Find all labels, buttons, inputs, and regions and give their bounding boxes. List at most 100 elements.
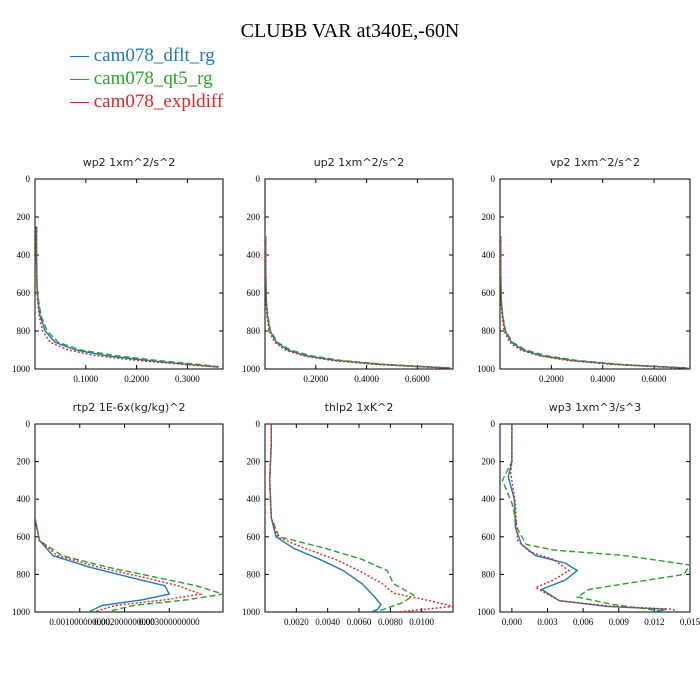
y-tick-label: 400	[17, 494, 31, 504]
legend-entry-expldiff: — cam078_expldiff	[70, 91, 224, 112]
x-tick-label: 0.1000	[73, 374, 98, 384]
series-line-cam078_dflt_rg	[268, 424, 382, 612]
series-line-cam078_qt5_rg	[35, 226, 223, 368]
x-tick-label: 0.012	[644, 617, 664, 627]
figure-title: CLUBB VAR at340E,-60N	[240, 20, 460, 42]
series-line-cam078_dflt_rg	[265, 236, 451, 369]
y-tick-label: 400	[482, 250, 496, 260]
panel-title: up2 1xm^2/s^2	[314, 156, 405, 169]
y-tick-label: 200	[247, 212, 261, 222]
legend-entry-dflt: — cam078_dflt_rg	[70, 45, 215, 66]
series-line-cam078_expldiff	[35, 480, 204, 612]
series-line-cam078_dflt_rg	[507, 424, 667, 612]
plot-frame	[34, 178, 224, 370]
x-tick-label: 0.009	[609, 617, 630, 627]
x-tick-label: 0.2000	[124, 374, 149, 384]
plot-frame	[499, 178, 691, 370]
x-tick-label: 0.4000	[590, 374, 615, 384]
plot-frame	[264, 423, 454, 613]
series-line-cam078_dflt_rg	[35, 226, 218, 368]
panel-2: up2 1xm^2/s^2 0 200 400 600 800 1000 0.2000 0.40…	[242, 156, 454, 384]
panel-title: wp2 1xm^2/s^2	[83, 156, 176, 169]
y-tick-label: 200	[482, 457, 496, 467]
series-line-cam078_qt5_rg	[265, 236, 453, 369]
panel-6: wp3 1xm^3/s^3 0 200 400 600 800 1000 0.000 0.003…	[477, 401, 700, 627]
y-tick-label: 0	[26, 419, 31, 429]
y-tick-label: 800	[482, 569, 496, 579]
panel-title: wp3 1xm^3/s^3	[549, 401, 642, 414]
panel-4: rtp2 1E-6x(kg/kg)^2 0 200 400 600 800 1000 0.00…	[12, 401, 224, 627]
x-tick-label: 0.4000	[354, 374, 379, 384]
y-tick-label: 600	[482, 288, 496, 298]
series-line-cam078_expldiff	[268, 424, 453, 612]
y-tick-label: 600	[482, 532, 496, 542]
plot-frame	[499, 423, 691, 613]
y-tick-label: 800	[17, 326, 31, 336]
y-tick-label: 400	[247, 494, 261, 504]
y-tick-label: 1000	[12, 364, 31, 374]
series-line-cam078_qt5_rg	[35, 480, 223, 612]
series-line-cam078_dflt_rg	[500, 236, 688, 369]
series-line-cam078_qt5_rg	[268, 424, 416, 612]
y-tick-label: 800	[482, 326, 496, 336]
x-tick-label: 0.015	[680, 617, 700, 627]
panel-title: rtp2 1E-6x(kg/kg)^2	[73, 401, 186, 414]
y-tick-label: 800	[247, 326, 261, 336]
panel-title: thlp2 1xK^2	[325, 401, 394, 414]
x-tick-label: 0.000	[502, 617, 523, 627]
y-tick-label: 200	[247, 457, 261, 467]
y-tick-label: 1000	[477, 607, 496, 617]
x-tick-label: 0.2000	[303, 374, 328, 384]
y-tick-label: 400	[482, 494, 496, 504]
panel-3: vp2 1xm^2/s^2 0 200 400 600 800 1000 0.2000 0.40…	[477, 156, 691, 384]
x-tick-label: 0.2000	[539, 374, 564, 384]
y-tick-label: 400	[17, 250, 31, 260]
series-line-cam078_expldiff	[265, 236, 448, 369]
y-tick-label: 0	[256, 174, 261, 184]
panel-1: wp2 1xm^2/s^2 0 200 400 600 800 1000 0.1000 0.20…	[12, 156, 224, 384]
x-tick-label: 0.0100	[409, 617, 434, 627]
x-tick-label: 0.3000	[175, 374, 200, 384]
y-tick-label: 0	[491, 419, 496, 429]
y-tick-label: 600	[247, 288, 261, 298]
plot-frame	[34, 423, 224, 613]
y-tick-label: 1000	[12, 607, 31, 617]
y-tick-label: 200	[17, 212, 31, 222]
y-tick-label: 200	[482, 212, 496, 222]
x-tick-label: 0.6000	[405, 374, 430, 384]
y-tick-label: 0	[491, 174, 496, 184]
x-tick-label: 0.001000000000	[49, 617, 110, 627]
x-tick-label: 0.0020	[284, 617, 309, 627]
series-line-cam078_expldiff	[509, 424, 679, 612]
y-tick-label: 0	[256, 419, 261, 429]
y-tick-label: 1000	[477, 364, 496, 374]
legend-entry-qt5: — cam078_qt5_rg	[70, 68, 213, 89]
x-tick-label: 0.0060	[347, 617, 372, 627]
y-tick-label: 600	[247, 532, 261, 542]
series-line-cam078_expldiff	[35, 226, 218, 368]
plot-frame	[264, 178, 454, 370]
x-tick-label: 0.003000000000	[139, 617, 200, 627]
series-line-cam078_dflt_rg	[35, 480, 171, 612]
y-tick-label: 600	[17, 288, 31, 298]
x-tick-label: 0.006	[573, 617, 594, 627]
x-tick-label: 0.003	[537, 617, 558, 627]
x-tick-label: 0.0040	[315, 617, 340, 627]
y-tick-label: 0	[26, 174, 31, 184]
panel-5: thlp2 1xK^2 0 200 400 600 800 1000 0.0020 0.0040…	[242, 401, 454, 627]
x-tick-label: 0.0080	[378, 617, 403, 627]
y-tick-label: 1000	[242, 364, 261, 374]
panel-title: vp2 1xm^2/s^2	[550, 156, 640, 169]
y-tick-label: 200	[17, 457, 31, 467]
x-tick-label: 0.6000	[642, 374, 667, 384]
series-line-cam078_qt5_rg	[501, 424, 690, 612]
y-tick-label: 400	[247, 250, 261, 260]
y-tick-label: 800	[17, 569, 31, 579]
x-tick-label: 0.002000000000	[94, 617, 155, 627]
series-line-cam078_expldiff	[500, 236, 685, 369]
y-tick-label: 1000	[242, 607, 261, 617]
y-tick-label: 800	[247, 569, 261, 579]
series-line-cam078_qt5_rg	[500, 236, 690, 369]
y-tick-label: 600	[17, 532, 31, 542]
